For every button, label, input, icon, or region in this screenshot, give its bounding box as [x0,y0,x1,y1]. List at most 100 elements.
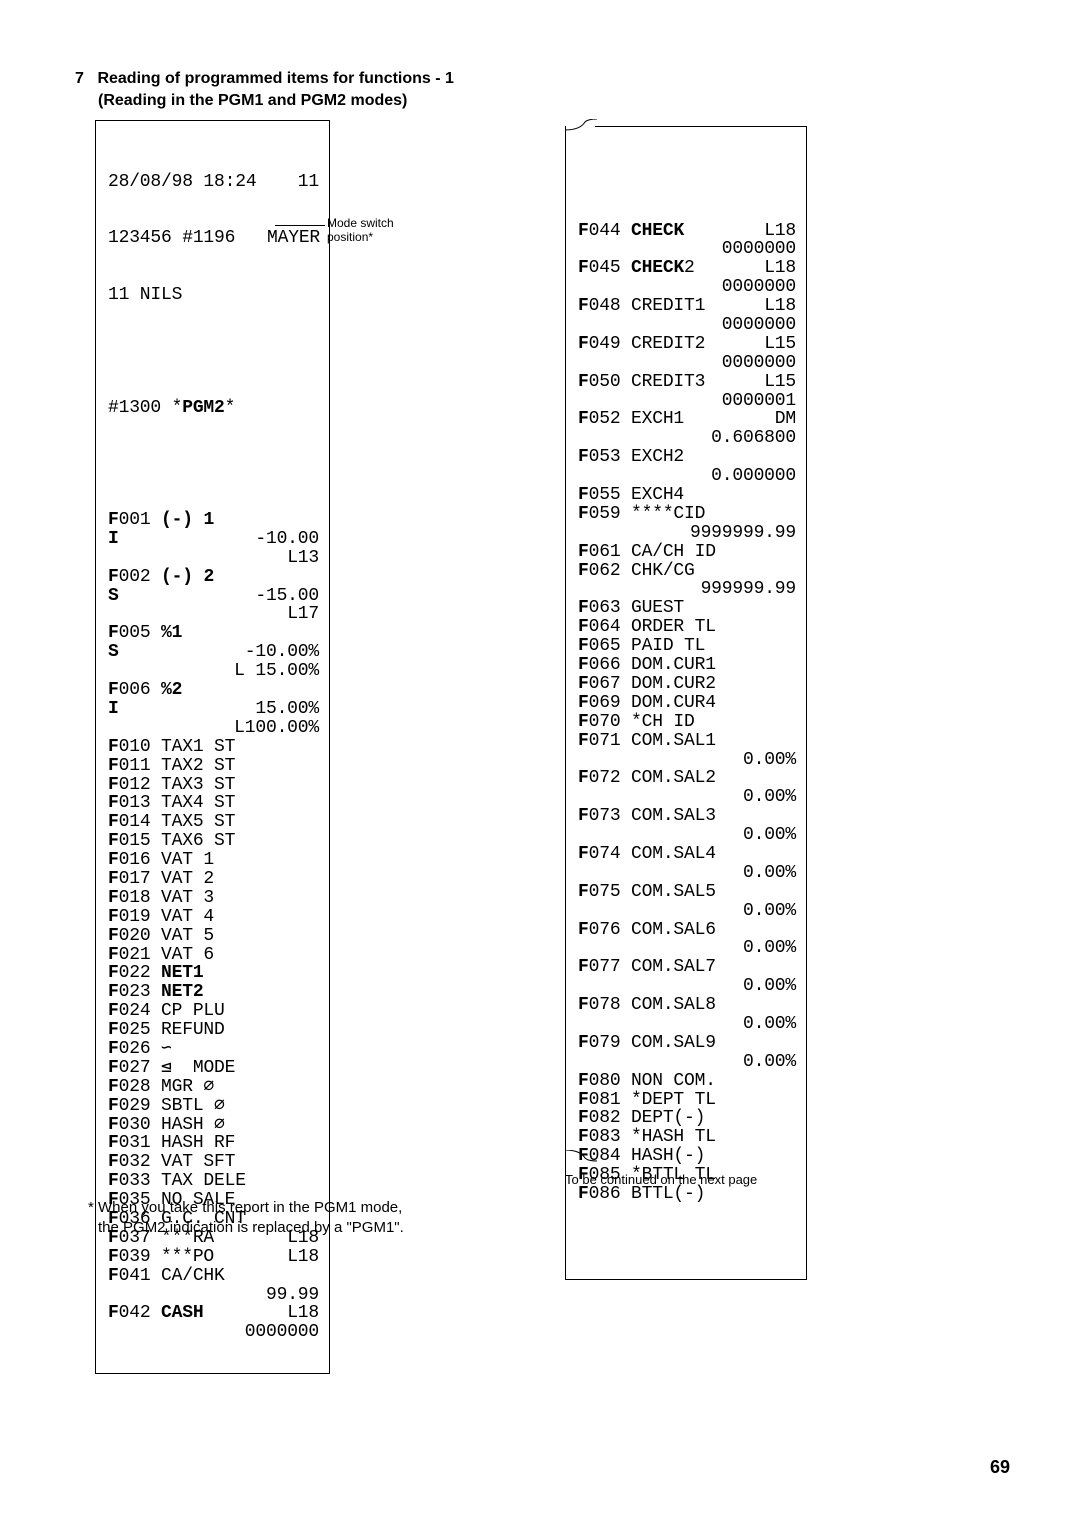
row-left: F018 VAT 3 [108,889,214,908]
row-left: F059 ****CID [578,505,705,524]
receipt-row: 0000001 [578,392,796,411]
row-left: F041 CA/CHK [108,1267,225,1286]
receipt-row: 0.00% [578,864,796,883]
receipt-row: F062 CHK/CG [578,562,796,581]
row-left: F048 CREDIT1 [578,297,705,316]
section-number: 7 [75,70,93,88]
row-left: F021 VAT 6 [108,946,214,965]
receipt-row: I15.00% [108,700,319,719]
row-left: F029 SBTL ∅ [108,1097,225,1116]
row-left: F073 COM.SAL3 [578,807,716,826]
annotation-mode-switch: Mode switchposition* [327,216,394,245]
row-right: 0.00% [743,826,796,845]
receipt-row: 0.00% [578,1053,796,1072]
receipt-row: F082 DEPT(-) [578,1109,796,1128]
receipt-row: F076 COM.SAL6 [578,921,796,940]
row-right: 0000000 [245,1323,319,1342]
receipt-right-bottom-curve [565,1150,600,1162]
row-right: L100.00% [234,719,319,738]
receipt-row: F077 COM.SAL7 [578,958,796,977]
receipt-row: F030 HASH ∅ [108,1116,319,1135]
row-left: F017 VAT 2 [108,870,214,889]
receipt-row: 0.00% [578,939,796,958]
receipt-row: L100.00% [108,719,319,738]
row-right: 0.00% [743,939,796,958]
row-left: F031 HASH RF [108,1134,235,1153]
row-left: F027 ⊴ MODE [108,1059,235,1078]
receipt-row: L 15.00% [108,662,319,681]
row-left: F062 CHK/CG [578,562,695,581]
receipt-row: F071 COM.SAL1 [578,732,796,751]
receipt-row: F069 DOM.CUR4 [578,694,796,713]
receipt-row: F049 CREDIT2L15 [578,335,796,354]
spacer [108,343,319,361]
row-left: F001 (-) 1 [108,511,214,530]
receipt-row: F048 CREDIT1L18 [578,297,796,316]
receipt-row: F044 CHECKL18 [578,222,796,241]
row-right: L13 [287,549,319,568]
receipt-clerk: 11 NILS [108,286,319,305]
receipt-row: F029 SBTL ∅ [108,1097,319,1116]
receipt-row: 99.99 [108,1286,319,1305]
section-subtitle: (Reading in the PGM1 and PGM2 modes) [98,92,407,110]
row-left: F082 DEPT(-) [578,1109,705,1128]
receipt-row: 0000000 [578,354,796,373]
receipt-row: F064 ORDER TL [578,618,796,637]
row-left: F070 *CH ID [578,713,695,732]
receipt-row: F020 VAT 5 [108,927,319,946]
continued-note: To be continued on the next page [565,1172,757,1187]
receipt-row: 0.00% [578,788,796,807]
spacer [108,455,319,473]
row-left: F072 COM.SAL2 [578,769,716,788]
spacer [578,178,796,184]
receipt-row: F081 *DEPT TL [578,1091,796,1110]
receipt-date: 28/08/98 18:24 [108,173,256,192]
receipt-right-rows: F044 CHECKL180000000F045 CHECK2L18000000… [578,222,796,1204]
receipt-row: F072 COM.SAL2 [578,769,796,788]
receipt-row: F063 GUEST [578,599,796,618]
receipt-row: F001 (-) 1 [108,511,319,530]
receipt-row: F039 ***POL18 [108,1248,319,1267]
receipt-row: 0.00% [578,826,796,845]
receipt-row: F027 ⊴ MODE [108,1059,319,1078]
receipt-row: F005 %1 [108,624,319,643]
row-right: 0.00% [743,864,796,883]
row-right: L18 [287,1304,319,1323]
receipt-row: F026 ∽ [108,1040,319,1059]
receipt-row: F055 EXCH4 [578,486,796,505]
row-right: 0000001 [722,392,796,411]
pgm-footnote-line1: * When you take this report in the PGM1 … [88,1198,404,1218]
row-right: -10.00% [245,643,319,662]
annotation-leader-line [275,225,325,226]
row-right: 0.00% [743,977,796,996]
receipt-row: 0000000 [578,240,796,259]
receipt-row: 0000000 [578,278,796,297]
row-left: F079 COM.SAL9 [578,1034,716,1053]
receipt-row: F073 COM.SAL3 [578,807,796,826]
row-left: F086 BTTL(-) [578,1185,705,1204]
row-left: F033 TAX DELE [108,1172,246,1191]
receipt-row: 0.00% [578,1015,796,1034]
receipt-right: F044 CHECKL180000000F045 CHECK2L18000000… [565,126,807,1280]
row-left: F067 DOM.CUR2 [578,675,716,694]
row-left: F015 TAX6 ST [108,832,235,851]
receipt-row: F052 EXCH1DM [578,410,796,429]
receipt-row: 9999999.99 [578,524,796,543]
row-left: F002 (-) 2 [108,568,214,587]
row-left: F016 VAT 1 [108,851,214,870]
row-right: L18 [764,259,796,278]
row-left: F064 ORDER TL [578,618,716,637]
row-left: F032 VAT SFT [108,1153,235,1172]
receipt-row: F074 COM.SAL4 [578,845,796,864]
row-right: 0.606800 [711,429,796,448]
row-right: 15.00% [255,700,319,719]
row-left: F028 MGR ∅ [108,1078,214,1097]
pgm-footnote: * When you take this report in the PGM1 … [88,1198,404,1239]
row-left: F005 %1 [108,624,182,643]
receipt-row: F014 TAX5 ST [108,813,319,832]
row-left: F069 DOM.CUR4 [578,694,716,713]
row-left: F065 PAID TL [578,637,705,656]
row-left: F078 COM.SAL8 [578,996,716,1015]
row-left: F019 VAT 4 [108,908,214,927]
receipt-row: F059 ****CID [578,505,796,524]
